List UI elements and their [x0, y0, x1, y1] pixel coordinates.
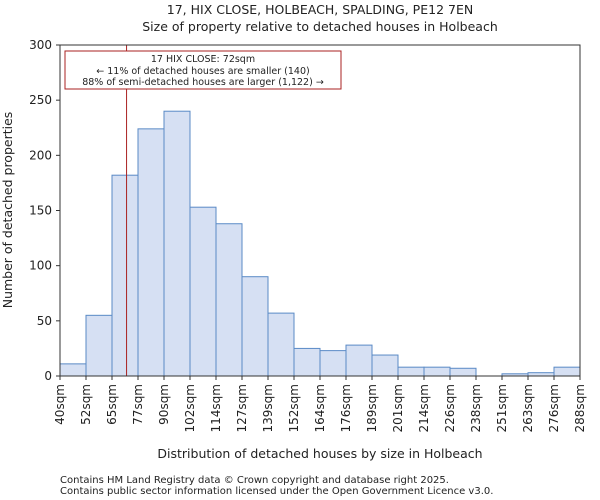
y-tick-label-50: 50	[37, 314, 52, 328]
x-tick-label-90sqm: 90sqm	[157, 384, 171, 425]
x-tick-label-40sqm: 40sqm	[53, 384, 67, 425]
x-tick-label-102sqm: 102sqm	[183, 384, 197, 432]
x-tick-label-251sqm: 251sqm	[495, 384, 509, 432]
bar-226sqm	[449, 367, 477, 377]
annotation-frame	[64, 50, 342, 90]
y-tick-label-100: 100	[29, 259, 52, 273]
x-tick-label-276sqm: 276sqm	[547, 384, 561, 432]
bar-127sqm	[241, 276, 269, 377]
x-tick-label-65sqm: 65sqm	[105, 384, 119, 425]
bar-189sqm	[371, 354, 399, 377]
x-tick-label-189sqm: 189sqm	[365, 384, 379, 432]
footer-line-1: Contains HM Land Registry data © Crown c…	[60, 475, 449, 486]
annotation-box: 17 HIX CLOSE: 72sqm ← 11% of detached ho…	[64, 50, 342, 90]
bar-52sqm	[85, 314, 113, 377]
bar-164sqm	[319, 350, 347, 377]
x-tick-label-152sqm: 152sqm	[287, 384, 301, 432]
x-tick-label-52sqm: 52sqm	[79, 384, 93, 425]
bar-90sqm	[163, 110, 191, 377]
bar-139sqm	[267, 312, 295, 377]
bar-77sqm	[137, 128, 165, 377]
annotation-line-3: 88% of semi-detached houses are larger (…	[82, 77, 324, 88]
x-tick-label-214sqm: 214sqm	[417, 384, 431, 432]
bar-40sqm	[59, 363, 87, 377]
bar-176sqm	[345, 344, 373, 377]
bar-65sqm	[111, 174, 139, 377]
plot-area: 0 50 100 150 200 250 300 40sqm 52sqm 65sqm 77sqm 90…	[29, 38, 587, 432]
x-tick-label-164sqm: 164sqm	[313, 384, 327, 432]
y-tick-label-150: 150	[29, 204, 52, 218]
bar-114sqm	[215, 223, 243, 377]
x-tick-label-238sqm: 238sqm	[469, 384, 483, 432]
y-axis-label: Number of detached properties	[0, 112, 15, 309]
x-tick-label-226sqm: 226sqm	[443, 384, 457, 432]
bar-102sqm	[189, 206, 217, 377]
bar-152sqm	[293, 347, 321, 377]
x-tick-label-139sqm: 139sqm	[261, 384, 275, 432]
x-tick-label-263sqm: 263sqm	[521, 384, 535, 432]
bar-214sqm	[423, 366, 451, 377]
y-tick-label-0: 0	[44, 369, 52, 383]
footer-line-2: Contains public sector information licen…	[60, 486, 493, 497]
y-tick-label-250: 250	[29, 93, 52, 107]
x-tick-label-176sqm: 176sqm	[339, 384, 353, 432]
x-axis-label: Distribution of detached houses by size …	[157, 446, 482, 461]
x-tick-label-127sqm: 127sqm	[235, 384, 249, 432]
x-tick-label-114sqm: 114sqm	[209, 384, 223, 432]
plot-frame	[59, 44, 581, 377]
x-tick-label-288sqm: 288sqm	[573, 384, 587, 432]
bar-201sqm	[397, 366, 425, 377]
x-tick-label-201sqm: 201sqm	[391, 384, 405, 432]
y-tick-label-300: 300	[29, 38, 52, 52]
chart-title: 17, HIX CLOSE, HOLBEACH, SPALDING, PE12 …	[167, 2, 473, 17]
annotation-line-2: ← 11% of detached houses are smaller (14…	[96, 66, 309, 77]
chart-subtitle: Size of property relative to detached ho…	[142, 19, 498, 34]
x-tick-label-77sqm: 77sqm	[131, 384, 145, 425]
annotation-line-1: 17 HIX CLOSE: 72sqm	[151, 54, 255, 65]
bar-276sqm	[553, 366, 581, 377]
y-tick-label-200: 200	[29, 148, 52, 162]
